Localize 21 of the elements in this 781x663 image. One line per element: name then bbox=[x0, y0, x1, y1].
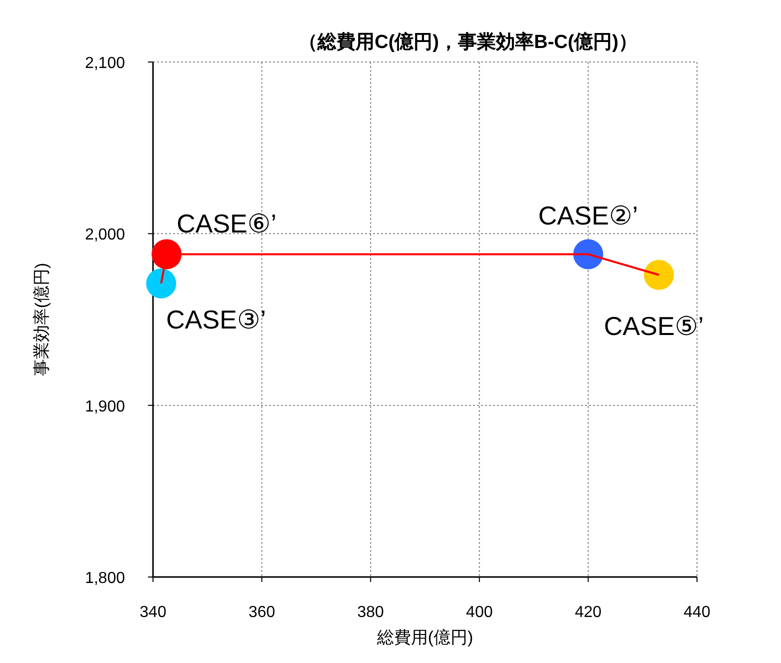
point bbox=[152, 239, 182, 270]
y-tick-label: 2,000 bbox=[84, 226, 126, 244]
x-tick-label: 360 bbox=[248, 604, 276, 621]
x-tick-label: 420 bbox=[574, 604, 602, 621]
x-tick-label: 380 bbox=[357, 604, 384, 621]
y-tick-label: 2,100 bbox=[84, 55, 126, 72]
y-tick-label: 1,900 bbox=[84, 398, 126, 416]
annotation: CASE⑥’ bbox=[176, 208, 276, 238]
point bbox=[644, 260, 674, 290]
point bbox=[573, 239, 604, 270]
x-tick-label: 400 bbox=[466, 604, 493, 621]
x-tick-label: 440 bbox=[684, 604, 710, 621]
x-axis-title: 総費用(億円) bbox=[376, 628, 474, 647]
annotation: CASE⑤’ bbox=[604, 310, 704, 341]
x-tick-label: 340 bbox=[140, 604, 166, 621]
annotation: CASE②’ bbox=[538, 200, 638, 230]
chart-title: （総費用C(億円)，事業効率B-C(億円)） bbox=[298, 31, 638, 53]
y-axis-title: 事業効率(億円) bbox=[32, 262, 51, 376]
y-tick-label: 1,800 bbox=[84, 570, 126, 587]
point bbox=[146, 268, 176, 298]
annotation: CASE③’ bbox=[166, 304, 266, 334]
